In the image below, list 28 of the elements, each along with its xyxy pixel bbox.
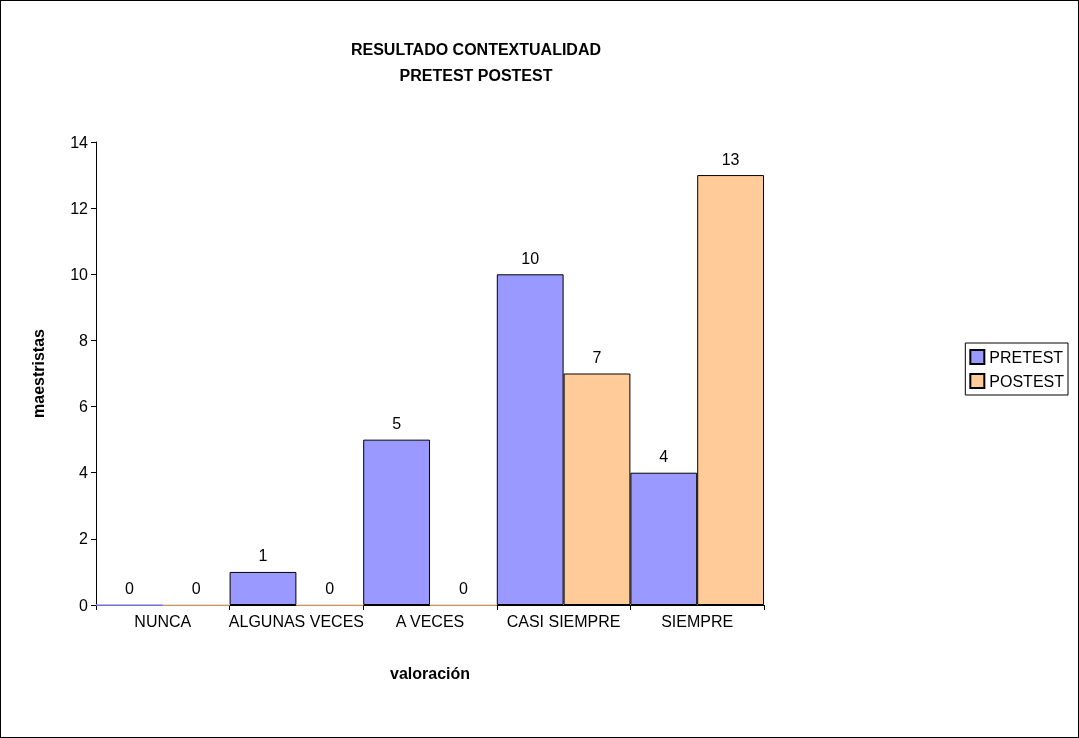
legend-label: POSTEST [989, 372, 1065, 390]
y-tick-label: 4 [79, 464, 89, 482]
data-label: 0 [458, 580, 468, 597]
y-tick-label: 0 [79, 596, 89, 614]
legend-label: PRETEST [989, 348, 1064, 366]
data-label: 7 [592, 349, 602, 366]
x-tick-label: SIEMPRE [661, 612, 734, 630]
data-label: 4 [659, 448, 669, 466]
data-label: 1 [258, 547, 268, 565]
data-label: 0 [191, 580, 201, 597]
data-label: 0 [325, 580, 335, 597]
data-label: 10 [521, 249, 540, 267]
y-tick-label: 14 [70, 133, 89, 151]
y-tick-label: 10 [70, 265, 89, 283]
chart-title: RESULTADO CONTEXTUALIDAD PRETEST POSTEST [350, 40, 602, 84]
y-tick-label: 6 [79, 398, 89, 416]
x-tick-label: CASI SIEMPRE [506, 612, 621, 630]
y-tick-label: 12 [70, 199, 89, 217]
data-label: 0 [124, 580, 134, 597]
data-label: 5 [392, 415, 402, 433]
x-tick-label: NUNCA [134, 612, 192, 630]
x-tick-label: A VECES [395, 612, 465, 630]
x-tick-label: ALGUNAS VECES [228, 612, 364, 630]
data-label: 13 [721, 150, 740, 168]
y-tick-label: 2 [79, 530, 89, 548]
y-tick-label: 8 [79, 331, 89, 349]
x-axis-title: valoración [389, 664, 471, 682]
y-axis-title: maestristas [29, 328, 47, 418]
